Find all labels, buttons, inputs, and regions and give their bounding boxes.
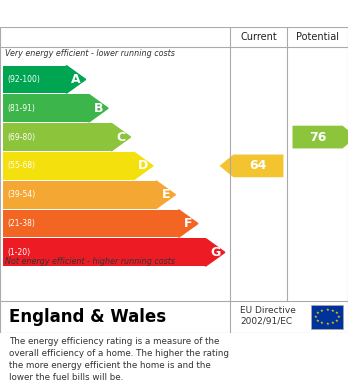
Text: Potential: Potential — [296, 32, 339, 42]
Text: C: C — [116, 131, 125, 143]
Bar — [3, 94, 89, 122]
Bar — [3, 152, 134, 180]
Text: (81-91): (81-91) — [8, 104, 35, 113]
Text: Not energy efficient - higher running costs: Not energy efficient - higher running co… — [5, 257, 175, 266]
Text: A: A — [71, 73, 81, 86]
Text: EU Directive
2002/91/EC: EU Directive 2002/91/EC — [240, 306, 296, 325]
Text: (1-20): (1-20) — [8, 248, 31, 257]
Text: ★: ★ — [316, 311, 319, 316]
Text: (69-80): (69-80) — [8, 133, 36, 142]
Text: (39-54): (39-54) — [8, 190, 36, 199]
Text: F: F — [184, 217, 192, 230]
Text: ★: ★ — [331, 309, 334, 313]
Text: (92-100): (92-100) — [8, 75, 40, 84]
Text: Energy Efficiency Rating: Energy Efficiency Rating — [10, 6, 220, 21]
Text: ★: ★ — [335, 311, 339, 316]
Text: ★: ★ — [314, 315, 318, 319]
Polygon shape — [156, 181, 175, 208]
Text: ★: ★ — [331, 321, 334, 325]
Bar — [3, 66, 66, 93]
Text: Current: Current — [240, 32, 277, 42]
Bar — [3, 239, 205, 266]
Text: (21-38): (21-38) — [8, 219, 35, 228]
Text: ★: ★ — [320, 309, 323, 313]
Text: ★: ★ — [325, 308, 329, 312]
Text: The energy efficiency rating is a measure of the
overall efficiency of a home. T: The energy efficiency rating is a measur… — [9, 337, 229, 382]
Text: D: D — [138, 160, 149, 172]
Polygon shape — [179, 210, 198, 237]
Bar — [311, 305, 343, 329]
Text: ★: ★ — [316, 319, 319, 323]
Text: (55-68): (55-68) — [8, 161, 36, 170]
Polygon shape — [111, 123, 130, 151]
Bar — [3, 181, 156, 208]
Text: 76: 76 — [309, 131, 326, 143]
Text: ★: ★ — [325, 323, 329, 326]
Text: G: G — [210, 246, 220, 259]
Polygon shape — [134, 152, 153, 180]
Polygon shape — [205, 239, 225, 266]
Text: England & Wales: England & Wales — [9, 308, 166, 326]
Bar — [3, 210, 179, 237]
Text: ★: ★ — [337, 315, 340, 319]
Text: E: E — [161, 188, 170, 201]
Text: 64: 64 — [250, 160, 267, 172]
Bar — [3, 123, 111, 151]
Polygon shape — [220, 154, 283, 177]
Text: Very energy efficient - lower running costs: Very energy efficient - lower running co… — [5, 49, 175, 58]
Text: ★: ★ — [335, 319, 339, 323]
Polygon shape — [292, 126, 348, 149]
Polygon shape — [89, 94, 108, 122]
Polygon shape — [66, 66, 86, 93]
Text: ★: ★ — [320, 321, 323, 325]
Text: B: B — [94, 102, 103, 115]
